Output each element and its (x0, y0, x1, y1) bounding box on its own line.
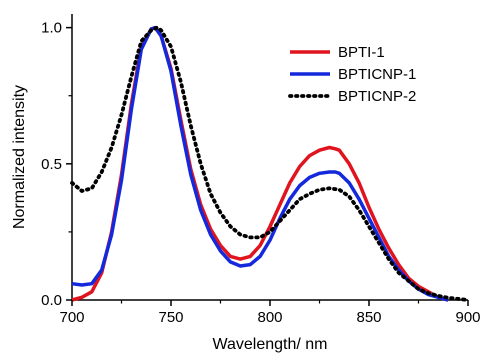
series-line-2 (71, 25, 449, 302)
ticks-layer: 700 750 800 850 900 0.0 0.5 1.0 (41, 20, 480, 326)
y-tick-label: 1.0 (41, 20, 62, 37)
x-tick-label: 800 (257, 309, 282, 326)
x-tick-label: 700 (59, 309, 84, 326)
y-tick-label: 0.0 (41, 292, 62, 309)
legend-label-1: BPTI-1 (338, 44, 385, 61)
x-tick-label: 850 (356, 309, 381, 326)
series-line-3 (70, 25, 470, 302)
plot-axes (71, 14, 468, 301)
y-axis-title: Normalized intensity (11, 85, 28, 229)
legend: BPTI-1 BPTICNP-1 BPTICNP-2 (288, 44, 416, 105)
series-layer (70, 25, 470, 302)
legend-label-2: BPTICNP-1 (338, 66, 416, 83)
x-tick-label: 900 (455, 309, 480, 326)
x-axis-title: Wavelength/ nm (212, 336, 327, 353)
legend-label-3: BPTICNP-2 (338, 88, 416, 105)
x-tick-label: 750 (158, 309, 183, 326)
y-tick-label: 0.5 (41, 156, 62, 173)
